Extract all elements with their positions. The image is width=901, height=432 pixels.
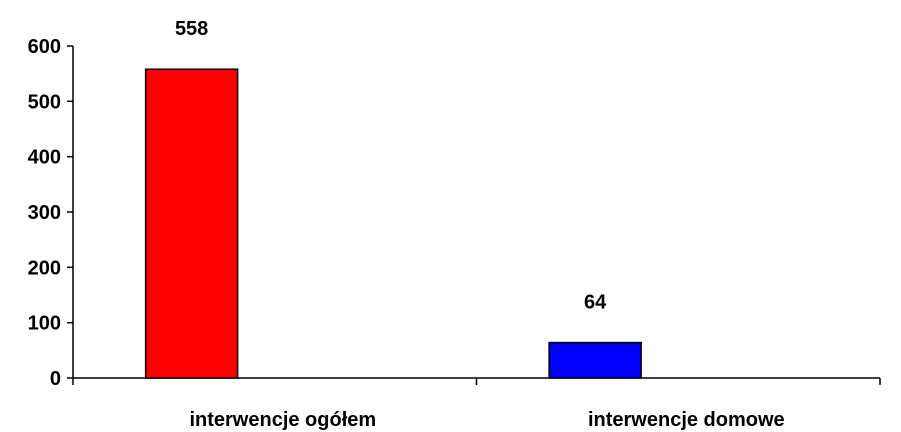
y-tick-label: 500 [28,91,61,113]
category-labels: interwencje ogółem interwencje domowe [189,409,784,431]
bar [548,341,642,379]
bar [144,68,239,379]
bar-series [144,68,642,379]
y-tick-label: 600 [28,36,61,58]
category-label: interwencje domowe [588,409,785,431]
y-tick-label: 400 [28,147,61,169]
bar-value-label: 64 [584,292,607,314]
y-tick-label: 200 [28,257,61,279]
bar-value-label: 558 [175,18,208,40]
y-tick-label: 0 [50,368,61,390]
category-label: interwencje ogółem [189,409,376,431]
data-labels: 558 64 [175,18,607,313]
y-axis-ticks: 0 100 200 300 400 500 600 [28,36,73,390]
y-tick-label: 300 [28,202,61,224]
x-axis-ticks [72,378,881,385]
y-tick-label: 100 [28,313,61,335]
